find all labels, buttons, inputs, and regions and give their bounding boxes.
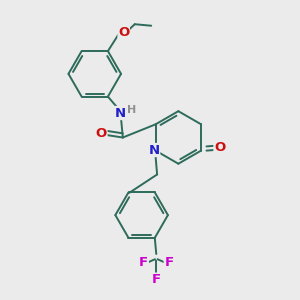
Text: N: N [115,106,126,119]
Text: O: O [214,141,225,154]
Text: O: O [96,127,107,140]
Text: F: F [164,256,173,269]
Text: N: N [148,143,160,157]
Text: H: H [127,105,136,115]
Text: O: O [118,26,129,39]
Text: F: F [152,273,161,286]
Text: F: F [139,256,148,269]
